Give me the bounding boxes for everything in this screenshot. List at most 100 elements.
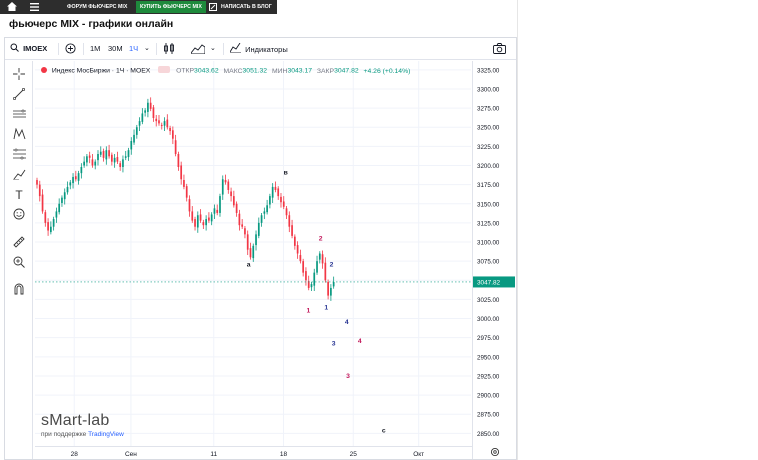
- candle-body: [38, 184, 41, 197]
- candle-body: [47, 222, 49, 231]
- candle-body: [91, 159, 94, 166]
- candle-body: [269, 196, 271, 205]
- candle-body: [158, 120, 160, 124]
- price-tick-label: 2900.00: [477, 393, 500, 400]
- nav-buy-link[interactable]: КУПИТЬ ФЬЮЧЕРС MIX: [136, 1, 206, 13]
- candle-body: [152, 107, 155, 119]
- price-tick-label: 2950.00: [477, 354, 500, 361]
- candle-body: [227, 181, 230, 190]
- menu-icon[interactable]: [26, 0, 42, 14]
- candle-body: [44, 212, 47, 223]
- candle-body: [274, 186, 277, 190]
- candle-body: [219, 196, 221, 213]
- time-tick-label: Окт: [413, 451, 424, 458]
- wave-annotation-label: 4: [358, 338, 362, 345]
- candle-body: [72, 176, 74, 184]
- trend-line-icon[interactable]: [12, 87, 26, 102]
- camera-icon[interactable]: [493, 43, 506, 55]
- interval-30m[interactable]: 30M: [108, 44, 123, 53]
- candle-body: [155, 118, 158, 122]
- candle-body: [299, 255, 302, 262]
- candle-body: [235, 203, 238, 213]
- candle-body: [249, 248, 252, 258]
- legend-eye-icon[interactable]: [158, 66, 171, 73]
- home-icon[interactable]: [4, 0, 20, 14]
- candle-body: [135, 127, 138, 135]
- symbol-search[interactable]: IMOEX: [10, 43, 47, 55]
- nav-blog-link[interactable]: НАПИСАТЬ В БЛОГ: [221, 4, 272, 10]
- parallel-lines-icon[interactable]: [12, 108, 26, 122]
- text-tool-icon[interactable]: T: [15, 188, 23, 202]
- candle-body: [293, 236, 296, 246]
- time-axis[interactable]: 28 Сен 11 18 25 Окт: [35, 446, 472, 459]
- legend-low-value: 3043.17: [287, 67, 313, 75]
- candle-body: [94, 161, 97, 166]
- price-tick-label: 3225.00: [477, 144, 500, 151]
- candle-body: [302, 261, 305, 273]
- candle-body: [144, 110, 146, 113]
- price-tick-label: 3300.00: [477, 86, 500, 93]
- price-tick-label: 2975.00: [477, 335, 500, 342]
- candles-icon[interactable]: [163, 43, 175, 55]
- interval-1h[interactable]: 1Ч: [129, 44, 139, 53]
- time-tick-label: 18: [280, 451, 288, 458]
- price-axis[interactable]: 3325.00 3300.00 3275.00 3250.00 3225.00 3200.…: [472, 61, 516, 459]
- tradingview-link[interactable]: TradingView: [88, 431, 124, 438]
- legend-close-value: 3047.82: [334, 67, 359, 75]
- wave-annotation-label: в: [284, 170, 288, 177]
- page-title: фьючерс MIX - графики онлайн: [9, 18, 174, 30]
- page-edge-line: [517, 0, 518, 460]
- candle-body: [277, 188, 280, 197]
- settings-gear-icon[interactable]: [489, 447, 501, 459]
- drawing-toolbar: T: [5, 61, 33, 459]
- candle-body: [183, 180, 185, 187]
- candle-body: [210, 214, 213, 222]
- candle-body: [110, 154, 113, 162]
- candle-body: [174, 140, 177, 155]
- candle-body: [133, 134, 135, 143]
- candle-body: [160, 124, 163, 126]
- ruler-icon[interactable]: [12, 236, 26, 250]
- time-tick-label: 28: [71, 451, 79, 458]
- indicators-button[interactable]: Индикаторы: [229, 42, 288, 55]
- candle-body: [324, 262, 327, 281]
- candle-body: [313, 272, 316, 286]
- candle-body: [282, 201, 285, 207]
- wave-annotation-label: 4: [345, 319, 349, 326]
- candle-body: [169, 127, 171, 132]
- wave-annotation-label: 3: [332, 340, 336, 347]
- candle-body: [86, 156, 88, 163]
- price-tick-label: 3150.00: [477, 201, 500, 208]
- candle-body: [61, 197, 63, 203]
- price-chart[interactable]: в a 2 2 1 1 4 3 4 3 c: [35, 61, 471, 446]
- chart-type-chevron-down-icon[interactable]: ⌄: [210, 45, 216, 52]
- candle-body: [199, 214, 202, 221]
- crosshair-icon[interactable]: [12, 68, 26, 82]
- candle-body: [41, 194, 44, 212]
- candle-body: [216, 209, 219, 213]
- candle-body: [149, 102, 152, 109]
- wave-annotation-label: a: [247, 262, 251, 269]
- fib-retracement-icon[interactable]: [12, 148, 26, 162]
- blog-edit-icon[interactable]: [207, 0, 219, 14]
- emoji-icon[interactable]: [12, 208, 26, 222]
- candle-body: [296, 245, 299, 254]
- zoom-in-icon[interactable]: [12, 256, 26, 270]
- candle-body: [285, 208, 288, 216]
- pattern-icon[interactable]: [12, 127, 26, 142]
- price-tick-label: 3025.00: [477, 297, 500, 304]
- nav-forum-link[interactable]: ФОРУМ ФЬЮЧЕРС MIX: [67, 4, 128, 10]
- magnet-icon[interactable]: [12, 283, 26, 297]
- candle-body: [80, 167, 83, 174]
- price-tick-label: 3075.00: [477, 259, 500, 266]
- brush-icon[interactable]: [12, 168, 26, 182]
- area-chart-icon[interactable]: [190, 43, 206, 55]
- candle-body: [52, 219, 55, 227]
- wave-annotation-label: c: [382, 428, 386, 435]
- compare-plus-icon[interactable]: [65, 43, 76, 55]
- interval-chevron-down-icon[interactable]: ⌄: [144, 45, 150, 52]
- candle-body: [321, 254, 324, 264]
- interval-1m[interactable]: 1M: [90, 44, 101, 53]
- toolbar-separator: [58, 43, 59, 55]
- candle-body: [316, 261, 318, 273]
